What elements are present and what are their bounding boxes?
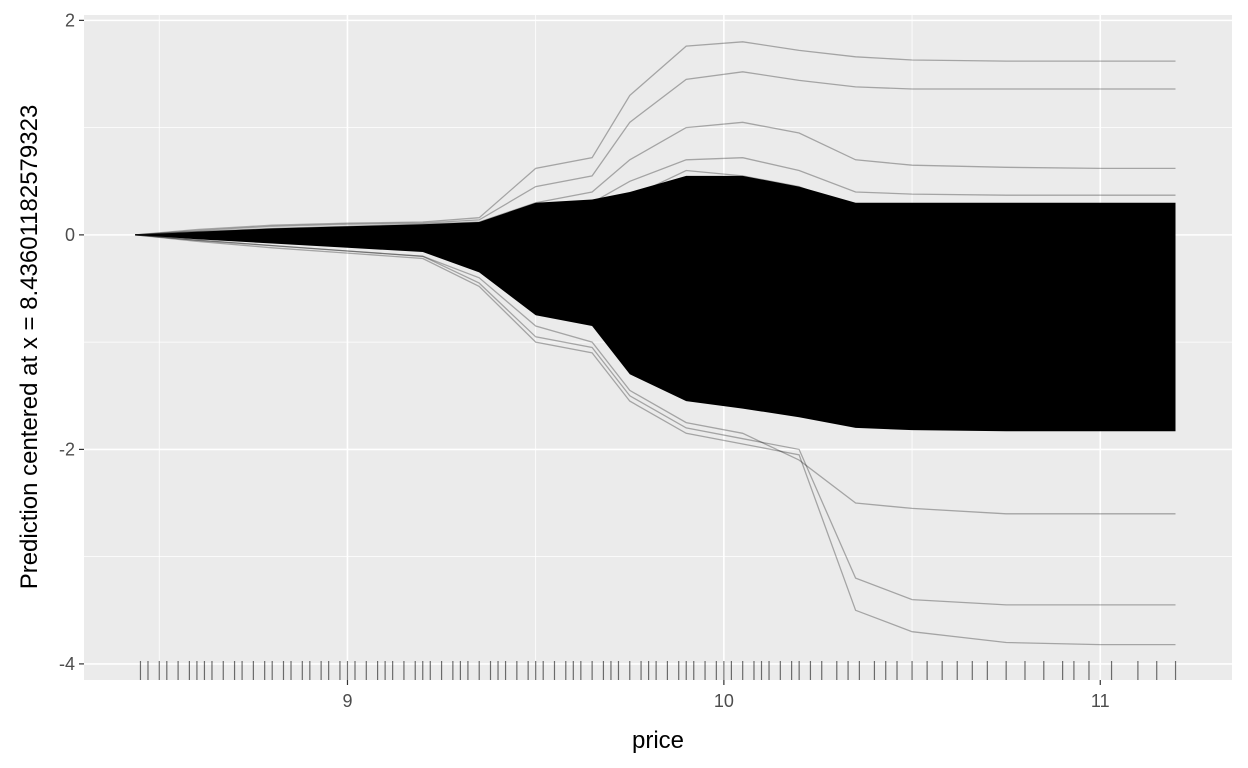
ice-curves — [135, 41, 1176, 646]
ice-curve — [135, 234, 1176, 411]
ice-curve — [135, 121, 1176, 236]
ice-curve — [135, 234, 1176, 515]
ice-curve — [135, 169, 1176, 236]
rug-marks — [139, 661, 1177, 680]
ice-curve — [135, 71, 1176, 236]
x-tick-label: 9 — [342, 691, 352, 711]
ice-curve — [135, 234, 1176, 304]
x-tick-label: 10 — [714, 691, 734, 711]
x-axis-ticks: 9 10 11 — [342, 680, 1110, 711]
ice-curve — [135, 157, 1176, 236]
ice-band — [135, 175, 1176, 432]
ice-curve — [135, 207, 1176, 236]
ice-curve — [135, 234, 1176, 357]
y-tick-label: 2 — [65, 10, 75, 30]
ice-curve — [135, 234, 1176, 606]
x-tick-label: 11 — [1091, 691, 1110, 711]
y-tick-label: 0 — [65, 225, 75, 245]
y-tick-label: -2 — [59, 439, 75, 459]
y-axis-ticks: -4 -2 0 2 — [59, 10, 84, 674]
ice-curve — [135, 41, 1176, 236]
ice-curve — [135, 234, 1176, 646]
x-axis-title: price — [632, 727, 684, 754]
y-tick-label: -4 — [59, 654, 75, 674]
dense-curve-band — [135, 175, 1176, 432]
y-axis-title: Prediction centered at x = 8.43601182579… — [16, 105, 43, 590]
